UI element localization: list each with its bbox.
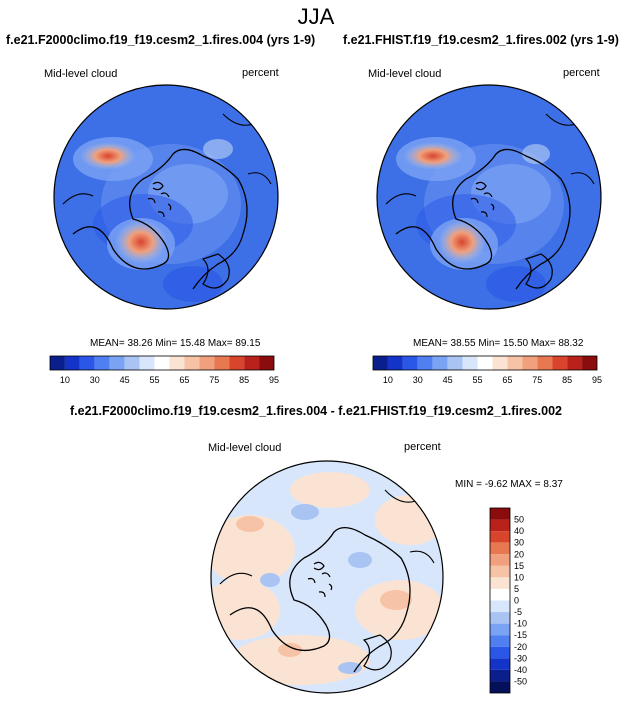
colorbar-1-tick-label: 65	[179, 375, 189, 385]
colorbar-2-swatch	[447, 356, 463, 370]
colorbar-diff-tick-label: -15	[514, 630, 527, 640]
colorbar-2-swatch	[537, 356, 553, 370]
colorbar-2-swatch	[417, 356, 433, 370]
colorbar-diff-tick-label: -20	[514, 642, 527, 652]
panel-2-units-label: percent	[563, 67, 600, 79]
colorbar-diff-tick-label: -10	[514, 619, 527, 629]
colorbar-1-tick-label: 45	[120, 375, 130, 385]
colorbar-2-swatch	[582, 356, 597, 370]
colorbar-diff-swatch	[490, 600, 510, 613]
colorbar-diff-tick-label: -40	[514, 665, 527, 675]
colorbar-1-swatch	[64, 356, 80, 370]
colorbar-diff-swatch	[490, 519, 510, 532]
colorbar-panel-2: 10 30 45 55 65 75 85 95	[372, 355, 602, 385]
colorbar-1-swatch	[244, 356, 260, 370]
colorbar-1-swatch	[94, 356, 110, 370]
colorbar-diff-swatch	[490, 531, 510, 543]
diff-units-label: percent	[404, 441, 441, 453]
colorbar-2-tick-label: 30	[413, 375, 423, 385]
colorbar-diff-swatch	[490, 508, 510, 520]
panel-2-field-label: Mid-level cloud	[368, 68, 442, 80]
colorbar-1-tick-label: 75	[209, 375, 219, 385]
polar-map-2	[376, 84, 602, 310]
difference-title: f.e21.F2000climo.f19_f19.cesm2_1.fires.0…	[70, 404, 562, 418]
polar-map-1	[53, 84, 279, 310]
colorbar-2-swatch	[477, 356, 493, 370]
colorbar-diff-swatch	[490, 565, 510, 578]
colorbar-2-swatch	[492, 356, 508, 370]
colorbar-diff-tick-label: 40	[514, 526, 524, 536]
panel-1-field-label: Mid-level cloud	[44, 68, 118, 80]
colorbar-diff-tick-label: 5	[514, 584, 519, 594]
colorbar-diff-tick-label: 15	[514, 561, 524, 571]
colorbar-2-swatch	[552, 356, 568, 370]
colorbar-diff-tick-label: -50	[514, 676, 527, 686]
colorbar-1-swatch	[214, 356, 230, 370]
polar-map-difference	[210, 460, 444, 694]
colorbar-diff-swatch	[490, 623, 510, 636]
colorbar-diff-swatch	[490, 635, 510, 647]
colorbar-panel-1: 10 30 45 55 65 75 85 95	[49, 355, 279, 385]
colorbar-diff-tick-label: 0	[514, 596, 519, 606]
colorbar-diff-tick-label: 50	[514, 515, 524, 525]
panel-2-title: f.e21.FHIST.f19_f19.cesm2_1.fires.002 (y…	[343, 33, 619, 47]
colorbar-2-tick-label: 45	[443, 375, 453, 385]
colorbar-2-swatch	[432, 356, 448, 370]
colorbar-1-swatch	[79, 356, 95, 370]
colorbar-1-tick-label: 30	[90, 375, 100, 385]
colorbar-1-swatch	[50, 356, 65, 370]
colorbar-diff-swatch	[490, 588, 510, 601]
colorbar-1-tick-label: 85	[239, 375, 249, 385]
colorbar-diff-tick-label: 20	[514, 549, 524, 559]
panel-1-title: f.e21.F2000climo.f19_f19.cesm2_1.fires.0…	[6, 33, 316, 47]
colorbar-1-swatch	[124, 356, 140, 370]
colorbar-diff-tick-label: 30	[514, 538, 524, 548]
colorbar-diff-swatch	[490, 612, 510, 624]
diff-field-label: Mid-level cloud	[208, 442, 282, 454]
colorbar-diff-swatch	[490, 542, 510, 555]
colorbar-2-swatch	[387, 356, 403, 370]
colorbar-diff-swatch	[490, 681, 510, 693]
colorbar-1-swatch	[109, 356, 125, 370]
colorbar-2-tick-label: 10	[383, 375, 393, 385]
colorbar-2-swatch	[567, 356, 583, 370]
diff-stats: MIN = -9.62 MAX = 8.37	[455, 479, 563, 490]
colorbar-diff-swatch	[490, 669, 510, 682]
colorbar-2-swatch	[462, 356, 478, 370]
colorbar-1-swatch	[154, 356, 170, 370]
colorbar-1-swatch	[169, 356, 185, 370]
colorbar-2-swatch	[522, 356, 538, 370]
colorbar-diff-swatch	[490, 577, 510, 589]
panel-1-stats: MEAN= 38.26 Min= 15.48 Max= 89.15	[90, 338, 261, 349]
colorbar-diff-swatch	[490, 646, 510, 659]
colorbar-diff-tick-label: 10	[514, 572, 524, 582]
colorbar-1-tick-label: 95	[269, 375, 279, 385]
colorbar-2-tick-label: 75	[532, 375, 542, 385]
colorbar-2-swatch	[507, 356, 523, 370]
colorbar-diff-tick-label: -30	[514, 653, 527, 663]
colorbar-1-swatch	[259, 356, 274, 370]
colorbar-2-swatch	[373, 356, 388, 370]
colorbar-1-swatch	[229, 356, 245, 370]
colorbar-2-tick-label: 55	[473, 375, 483, 385]
colorbar-2-tick-label: 85	[562, 375, 572, 385]
colorbar-2-tick-label: 95	[592, 375, 602, 385]
colorbar-1-tick-label: 10	[60, 375, 70, 385]
season-title: JJA	[297, 4, 335, 29]
colorbar-1-swatch	[139, 356, 155, 370]
panel-2-stats: MEAN= 38.55 Min= 15.50 Max= 88.32	[413, 338, 584, 349]
colorbar-2-swatch	[402, 356, 418, 370]
colorbar-1-tick-label: 55	[150, 375, 160, 385]
panel-1-units-label: percent	[242, 67, 279, 79]
colorbar-diff-tick-label: -5	[514, 607, 522, 617]
colorbar-diff-swatch	[490, 554, 510, 566]
colorbar-1-swatch	[184, 356, 200, 370]
colorbar-1-swatch	[199, 356, 215, 370]
colorbar-diff-swatch	[490, 658, 510, 670]
colorbar-2-tick-label: 65	[502, 375, 512, 385]
